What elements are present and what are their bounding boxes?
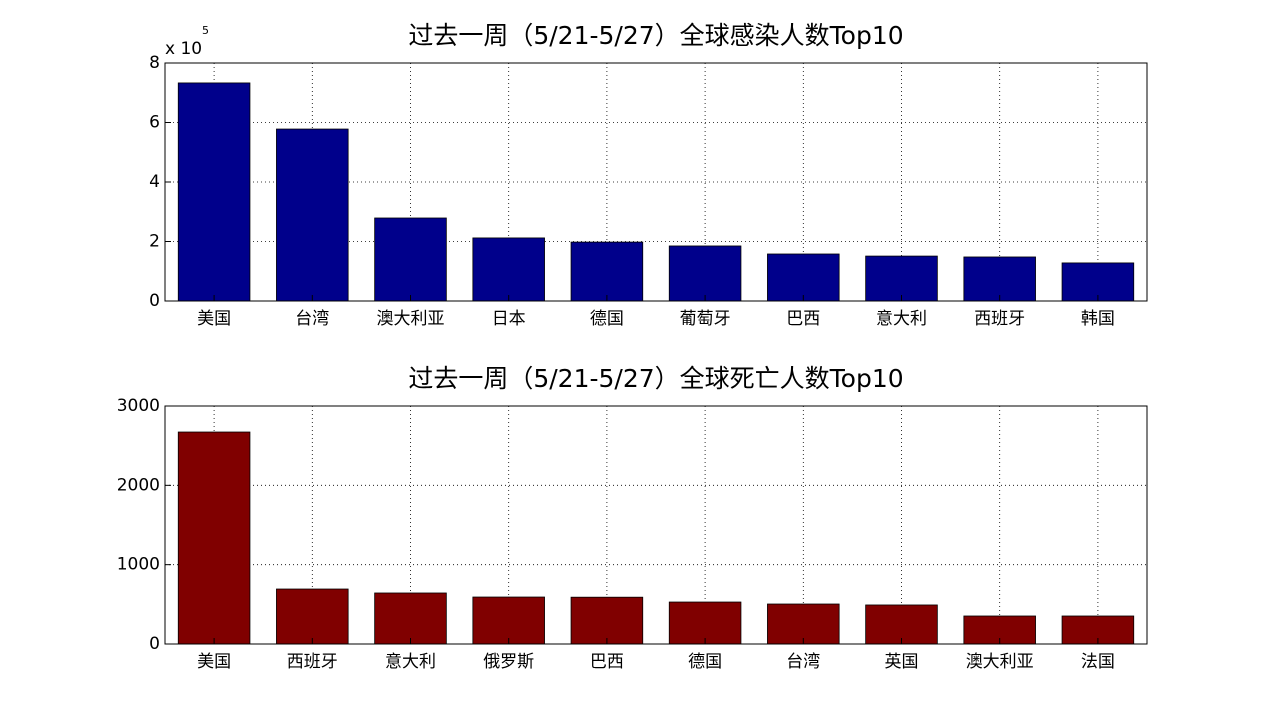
bar	[177, 82, 251, 302]
y-tick-label: 0	[149, 291, 160, 311]
y-scale-exponent: 5	[202, 24, 209, 37]
y-tick-label: 2	[149, 232, 160, 252]
bar	[668, 601, 742, 645]
x-tick-label: 德国	[688, 652, 722, 672]
plot-frame	[164, 62, 1148, 302]
y-tick-label: 4	[149, 172, 160, 192]
y-tick-label: 2000	[117, 475, 160, 495]
x-tick-label: 澳大利亚	[377, 309, 445, 329]
x-tick-label: 意大利	[876, 309, 927, 329]
x-tick-label: 韩国	[1081, 309, 1115, 329]
plot-frame	[164, 405, 1148, 645]
bar	[668, 245, 742, 302]
x-tick-label: 西班牙	[974, 309, 1025, 329]
y-tick-label: 0	[149, 634, 160, 654]
bar	[374, 217, 447, 302]
x-tick-label: 美国	[197, 309, 231, 329]
x-tick-label: 日本	[492, 309, 526, 329]
x-tick-label: 巴西	[786, 309, 820, 329]
x-tick-label: 巴西	[590, 652, 624, 672]
y-tick-label: 1000	[117, 555, 160, 575]
y-tick-label: 6	[149, 113, 160, 133]
x-tick-label: 美国	[197, 652, 231, 672]
x-tick-label: 俄罗斯	[483, 652, 534, 672]
bar	[374, 592, 447, 645]
bar	[276, 128, 349, 302]
bar	[472, 237, 545, 302]
y-tick-label: 3000	[117, 396, 160, 416]
bar	[1061, 262, 1135, 302]
bar	[570, 241, 644, 302]
bar	[177, 431, 251, 645]
bar	[472, 596, 545, 645]
chart-title: 过去一周（5/21-5/27）全球死亡人数Top10	[408, 364, 903, 393]
y-scale-label: x 10	[165, 39, 202, 59]
y-tick-label: 8	[149, 53, 160, 73]
bar	[865, 255, 938, 302]
x-tick-label: 德国	[590, 309, 624, 329]
x-tick-label: 西班牙	[287, 652, 338, 672]
chart-title: 过去一周（5/21-5/27）全球感染人数Top10	[408, 21, 903, 50]
bar	[963, 256, 1036, 302]
x-tick-label: 法国	[1081, 652, 1115, 672]
bar	[865, 604, 938, 645]
bar	[767, 253, 840, 302]
x-tick-label: 台湾	[295, 309, 329, 329]
x-tick-label: 葡萄牙	[680, 309, 731, 329]
x-tick-label: 台湾	[786, 652, 820, 672]
x-tick-label: 意大利	[385, 652, 436, 672]
bar	[276, 588, 349, 645]
x-tick-label: 英国	[885, 652, 919, 672]
x-tick-label: 澳大利亚	[966, 652, 1034, 672]
bar	[570, 596, 644, 645]
